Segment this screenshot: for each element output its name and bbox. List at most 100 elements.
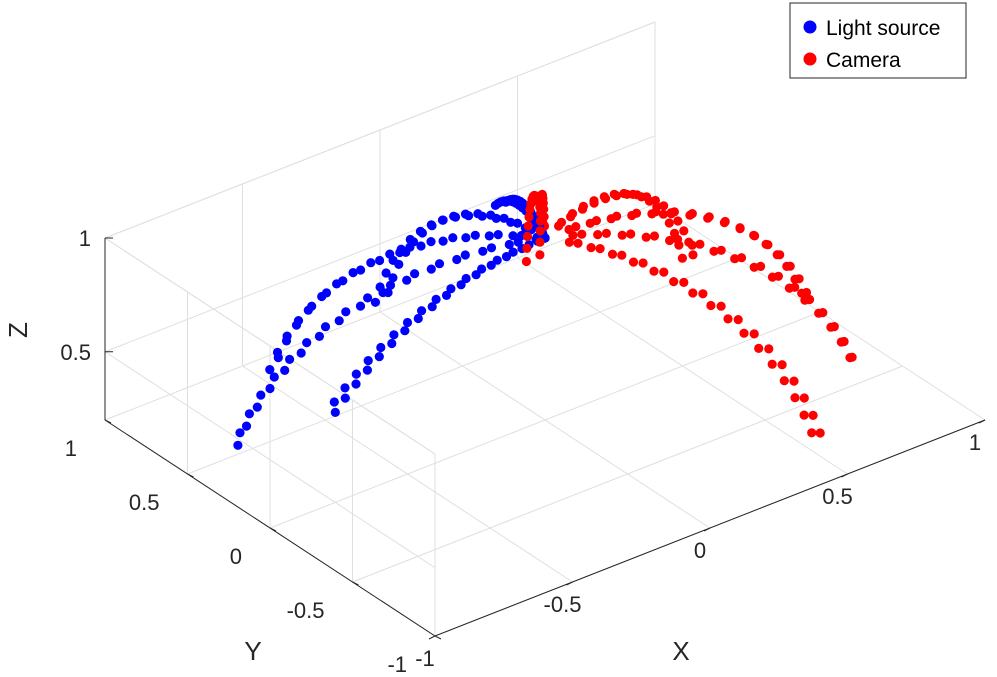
scatter-point-light-source — [241, 421, 252, 431]
scatter-point-camera — [535, 226, 545, 236]
scatter-point-camera — [814, 308, 824, 318]
grid-layer — [104, 21, 986, 637]
scatter-point-camera — [666, 208, 676, 218]
scatter-point-light-source — [504, 239, 514, 250]
scatter-point-camera — [564, 237, 575, 247]
scatter-point-camera — [536, 208, 546, 218]
scatter-point-light-source — [513, 237, 523, 247]
scatter-point-camera — [658, 209, 669, 219]
scatter-point-light-source — [400, 326, 410, 336]
scatter-point-camera — [636, 192, 647, 202]
scatter-point-camera — [709, 246, 719, 256]
scatter-point-light-source — [426, 237, 436, 247]
legend-marker-light-source — [803, 20, 817, 34]
scatter-point-camera — [659, 201, 669, 211]
scatter-point-camera — [716, 245, 726, 255]
scatter-point-camera — [764, 344, 774, 354]
scatter-point-camera — [777, 360, 787, 370]
floor-gridline-y-2 — [269, 311, 821, 529]
scatter-point-light-source — [492, 255, 502, 265]
scatter-point-camera — [536, 201, 546, 211]
scatter-point-camera — [839, 336, 849, 347]
scatter-point-camera — [730, 254, 740, 264]
scatter-point-light-source — [417, 306, 427, 316]
x-tick-label-0: -1 — [415, 646, 435, 671]
scatter-point-camera — [720, 216, 730, 227]
scatter-point-light-source — [265, 383, 275, 394]
scatter-point-camera — [733, 315, 743, 325]
scatter-point-light-source — [426, 264, 436, 274]
scatter-point-camera — [585, 218, 595, 228]
scatter-point-camera — [797, 288, 807, 298]
scatter-point-light-source — [387, 338, 397, 349]
scatter-point-light-source — [446, 284, 456, 294]
scatter-point-camera — [772, 250, 782, 260]
scatter-point-camera — [607, 249, 618, 259]
scatter-point-light-source — [341, 307, 351, 317]
scatter-point-camera — [652, 202, 662, 212]
scatter-point-camera — [628, 189, 638, 199]
scatter-point-light-source — [477, 264, 487, 274]
scatter-point-camera — [535, 250, 545, 260]
scatter-point-light-source — [244, 409, 254, 419]
scatter-point-camera — [573, 238, 583, 248]
scatter-point-camera — [649, 266, 659, 276]
scatter-point-light-source — [501, 252, 512, 262]
scatter-point-light-source — [486, 210, 496, 220]
scatter-point-camera — [749, 262, 759, 272]
scatter-point-camera — [749, 329, 759, 339]
scatter-point-camera — [522, 243, 532, 253]
side-wall-gridline-z-0 — [104, 351, 436, 569]
scatter-point-camera — [808, 410, 818, 420]
scatter-point-camera — [601, 228, 612, 238]
side-wall-gridline-z-2 — [104, 237, 436, 455]
scatter-point-camera — [679, 277, 689, 287]
scatter-point-camera — [577, 229, 587, 239]
scatter-point-light-source — [351, 379, 361, 389]
scatter-point-light-source — [438, 236, 448, 246]
scatter-point-light-source — [362, 365, 372, 375]
scatter-point-camera — [815, 428, 825, 438]
scatter-point-light-source — [506, 217, 516, 227]
scatter-point-camera — [606, 214, 616, 224]
scatter-point-light-source — [484, 231, 494, 241]
scatter-point-camera — [617, 230, 627, 240]
scatter-point-camera — [847, 352, 857, 362]
scatter-point-light-source — [351, 369, 361, 379]
scatter-point-light-source — [402, 275, 412, 285]
legend-marker-camera — [803, 52, 817, 66]
scatter-point-light-source — [508, 231, 518, 241]
scatter-point-light-source — [383, 287, 393, 298]
scatter-point-light-source — [470, 230, 480, 240]
scatter-point-camera — [706, 300, 716, 311]
scatter-point-light-source — [508, 247, 518, 257]
scatter-point-light-source — [280, 365, 290, 375]
scatter-point-light-source — [303, 305, 313, 315]
scatter-point-camera — [739, 328, 749, 338]
x-tick-label-2: 0 — [694, 538, 706, 563]
scatter-point-light-source — [409, 237, 419, 247]
scatter-point-camera — [638, 258, 648, 268]
scatter-point-camera — [674, 240, 684, 250]
scatter-point-camera — [628, 257, 639, 267]
legend-label-camera: Camera — [826, 49, 901, 72]
scatter-point-light-source — [456, 280, 466, 290]
scatter-point-light-source — [252, 402, 262, 412]
scatter-point-camera — [684, 237, 694, 247]
x-tick-mark-3 — [841, 473, 848, 478]
scatter-point-camera — [735, 223, 745, 233]
scatter-point-light-source — [281, 336, 292, 346]
scatter-point-light-source — [302, 338, 312, 348]
scatter-point-light-source — [330, 407, 340, 417]
scatter-point-light-source — [396, 244, 406, 254]
scatter-point-camera — [723, 314, 733, 324]
y-axis-label: Y — [244, 636, 261, 666]
scatter-point-camera — [586, 243, 596, 253]
scatter-point-camera — [649, 231, 660, 241]
scatter-point-camera — [688, 288, 698, 298]
x-tick-label-3: 0.5 — [822, 484, 853, 509]
scatter-point-camera — [617, 250, 627, 260]
scatter-point-light-source — [265, 365, 275, 375]
scatter-point-light-source — [376, 342, 386, 353]
z-tick-label-0: 0.5 — [60, 340, 91, 365]
